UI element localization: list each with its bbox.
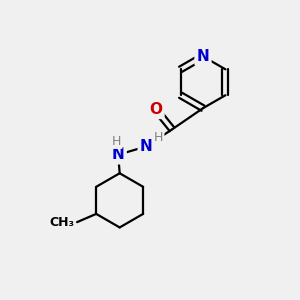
Text: H: H	[112, 135, 122, 148]
Text: CH₃: CH₃	[49, 216, 74, 229]
Text: N: N	[112, 147, 124, 162]
Text: O: O	[149, 102, 162, 117]
Text: N: N	[196, 49, 209, 64]
Text: H: H	[154, 131, 163, 144]
Text: N: N	[140, 139, 152, 154]
